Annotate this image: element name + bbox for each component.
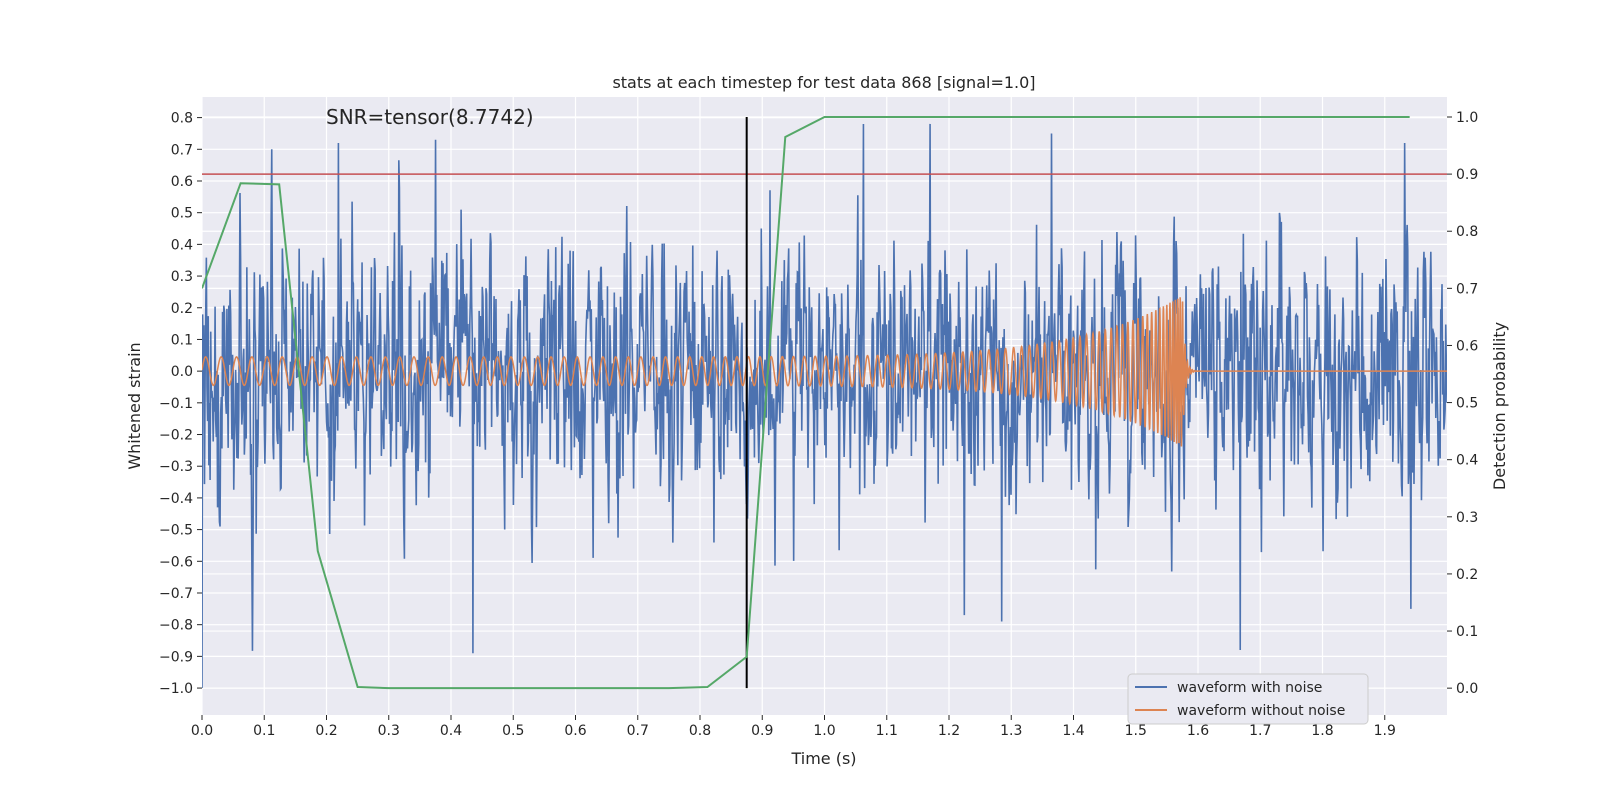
y-tick-label: −0.5	[159, 523, 193, 539]
x-tick-label: 1.8	[1311, 723, 1333, 739]
x-tick-label: 1.5	[1125, 723, 1147, 739]
y2-tick-label: 0.7	[1456, 281, 1478, 297]
x-tick-label: 1.0	[813, 723, 835, 739]
y-tick-label: 0.2	[171, 301, 193, 317]
x-tick-label: 0.7	[627, 723, 649, 739]
y2-tick-label: 0.3	[1456, 510, 1478, 526]
series-line-detection-probability	[202, 115, 1410, 690]
legend-label-noisy: waveform with noise	[1177, 680, 1322, 696]
y-tick-label: −0.3	[159, 459, 193, 475]
y-tick-label: −0.8	[159, 618, 193, 634]
y-axis-title: Whitened strain	[125, 342, 144, 469]
x-tick-label: 1.6	[1187, 723, 1209, 739]
x-tick-label: 0.3	[378, 723, 400, 739]
x-tick-label: 0.4	[440, 723, 462, 739]
chart-title: stats at each timestep for test data 868…	[612, 73, 1035, 92]
y2-tick-label: 0.1	[1456, 624, 1478, 640]
y2-tick-label: 0.5	[1456, 396, 1478, 412]
x-tick-label: 1.9	[1374, 723, 1396, 739]
x-tick-label: 0.1	[253, 723, 275, 739]
y-tick-label: 0.1	[171, 332, 193, 348]
x-tick-label: 0.5	[502, 723, 524, 739]
x-tick-label: 1.1	[876, 723, 898, 739]
y-axis-left: 0.8 0.7 0.6 0.5 0.4 0.3 0.2 0.1 0.0 −0.1 −0.2 −0.3 −…	[159, 111, 202, 697]
y2-axis-title: Detection probability	[1490, 322, 1509, 490]
y2-tick-label: 0.4	[1456, 453, 1478, 469]
x-tick-label: 1.3	[1000, 723, 1022, 739]
y2-tick-label: 0.8	[1456, 224, 1478, 240]
y2-tick-label: 0.2	[1456, 567, 1478, 583]
x-axis-title: Time (s)	[790, 749, 856, 768]
x-tick-label: 1.7	[1249, 723, 1271, 739]
x-tick-label: 0.6	[564, 723, 586, 739]
x-tick-label: 0.9	[751, 723, 773, 739]
y-tick-label: −0.7	[159, 586, 193, 602]
x-tick-label: 0.2	[315, 723, 337, 739]
x-tick-label: 0.0	[191, 723, 213, 739]
series-line-clean-waveform	[202, 297, 1447, 447]
y-tick-label: 0.5	[171, 206, 193, 222]
y-tick-label: 0.4	[171, 237, 193, 253]
y-axis-right: 1.0 0.9 0.8 0.7 0.6 0.5 0.4 0.3 0.2 0.1 0.0	[1447, 110, 1478, 697]
x-tick-label: 0.8	[689, 723, 711, 739]
y2-tick-label: 1.0	[1456, 110, 1478, 126]
y2-tick-label: 0.9	[1456, 167, 1478, 183]
y-tick-label: 0.8	[171, 111, 193, 127]
series-group	[202, 115, 1447, 690]
legend: waveform with noise waveform without noi…	[1127, 673, 1369, 725]
series-line-noisy-waveform	[202, 123, 1447, 689]
y-tick-label: −1.0	[159, 681, 193, 697]
x-axis: 0.0 0.1 0.2 0.3 0.4 0.5 0.6 0.7 0.8 0.9 1.0 1.1 1.2 1…	[191, 715, 1396, 739]
y-tick-label: −0.2	[159, 428, 193, 444]
x-tick-label: 1.2	[938, 723, 960, 739]
y-tick-label: 0.6	[171, 174, 193, 190]
x-tick-label: 1.4	[1062, 723, 1084, 739]
legend-box	[1127, 673, 1369, 725]
legend-label-clean: waveform without noise	[1177, 703, 1345, 719]
y-tick-label: 0.7	[171, 142, 193, 158]
y-tick-label: −0.4	[159, 491, 193, 507]
y2-tick-label: 0.6	[1456, 338, 1478, 354]
y2-tick-label: 0.0	[1456, 681, 1478, 697]
y-tick-label: −0.1	[159, 396, 193, 412]
y-tick-label: −0.6	[159, 554, 193, 570]
y-tick-label: 0.0	[171, 364, 193, 380]
snr-annotation: SNR=tensor(8.7742)	[326, 105, 534, 129]
y-tick-label: 0.3	[171, 269, 193, 285]
y-tick-label: −0.9	[159, 649, 193, 665]
